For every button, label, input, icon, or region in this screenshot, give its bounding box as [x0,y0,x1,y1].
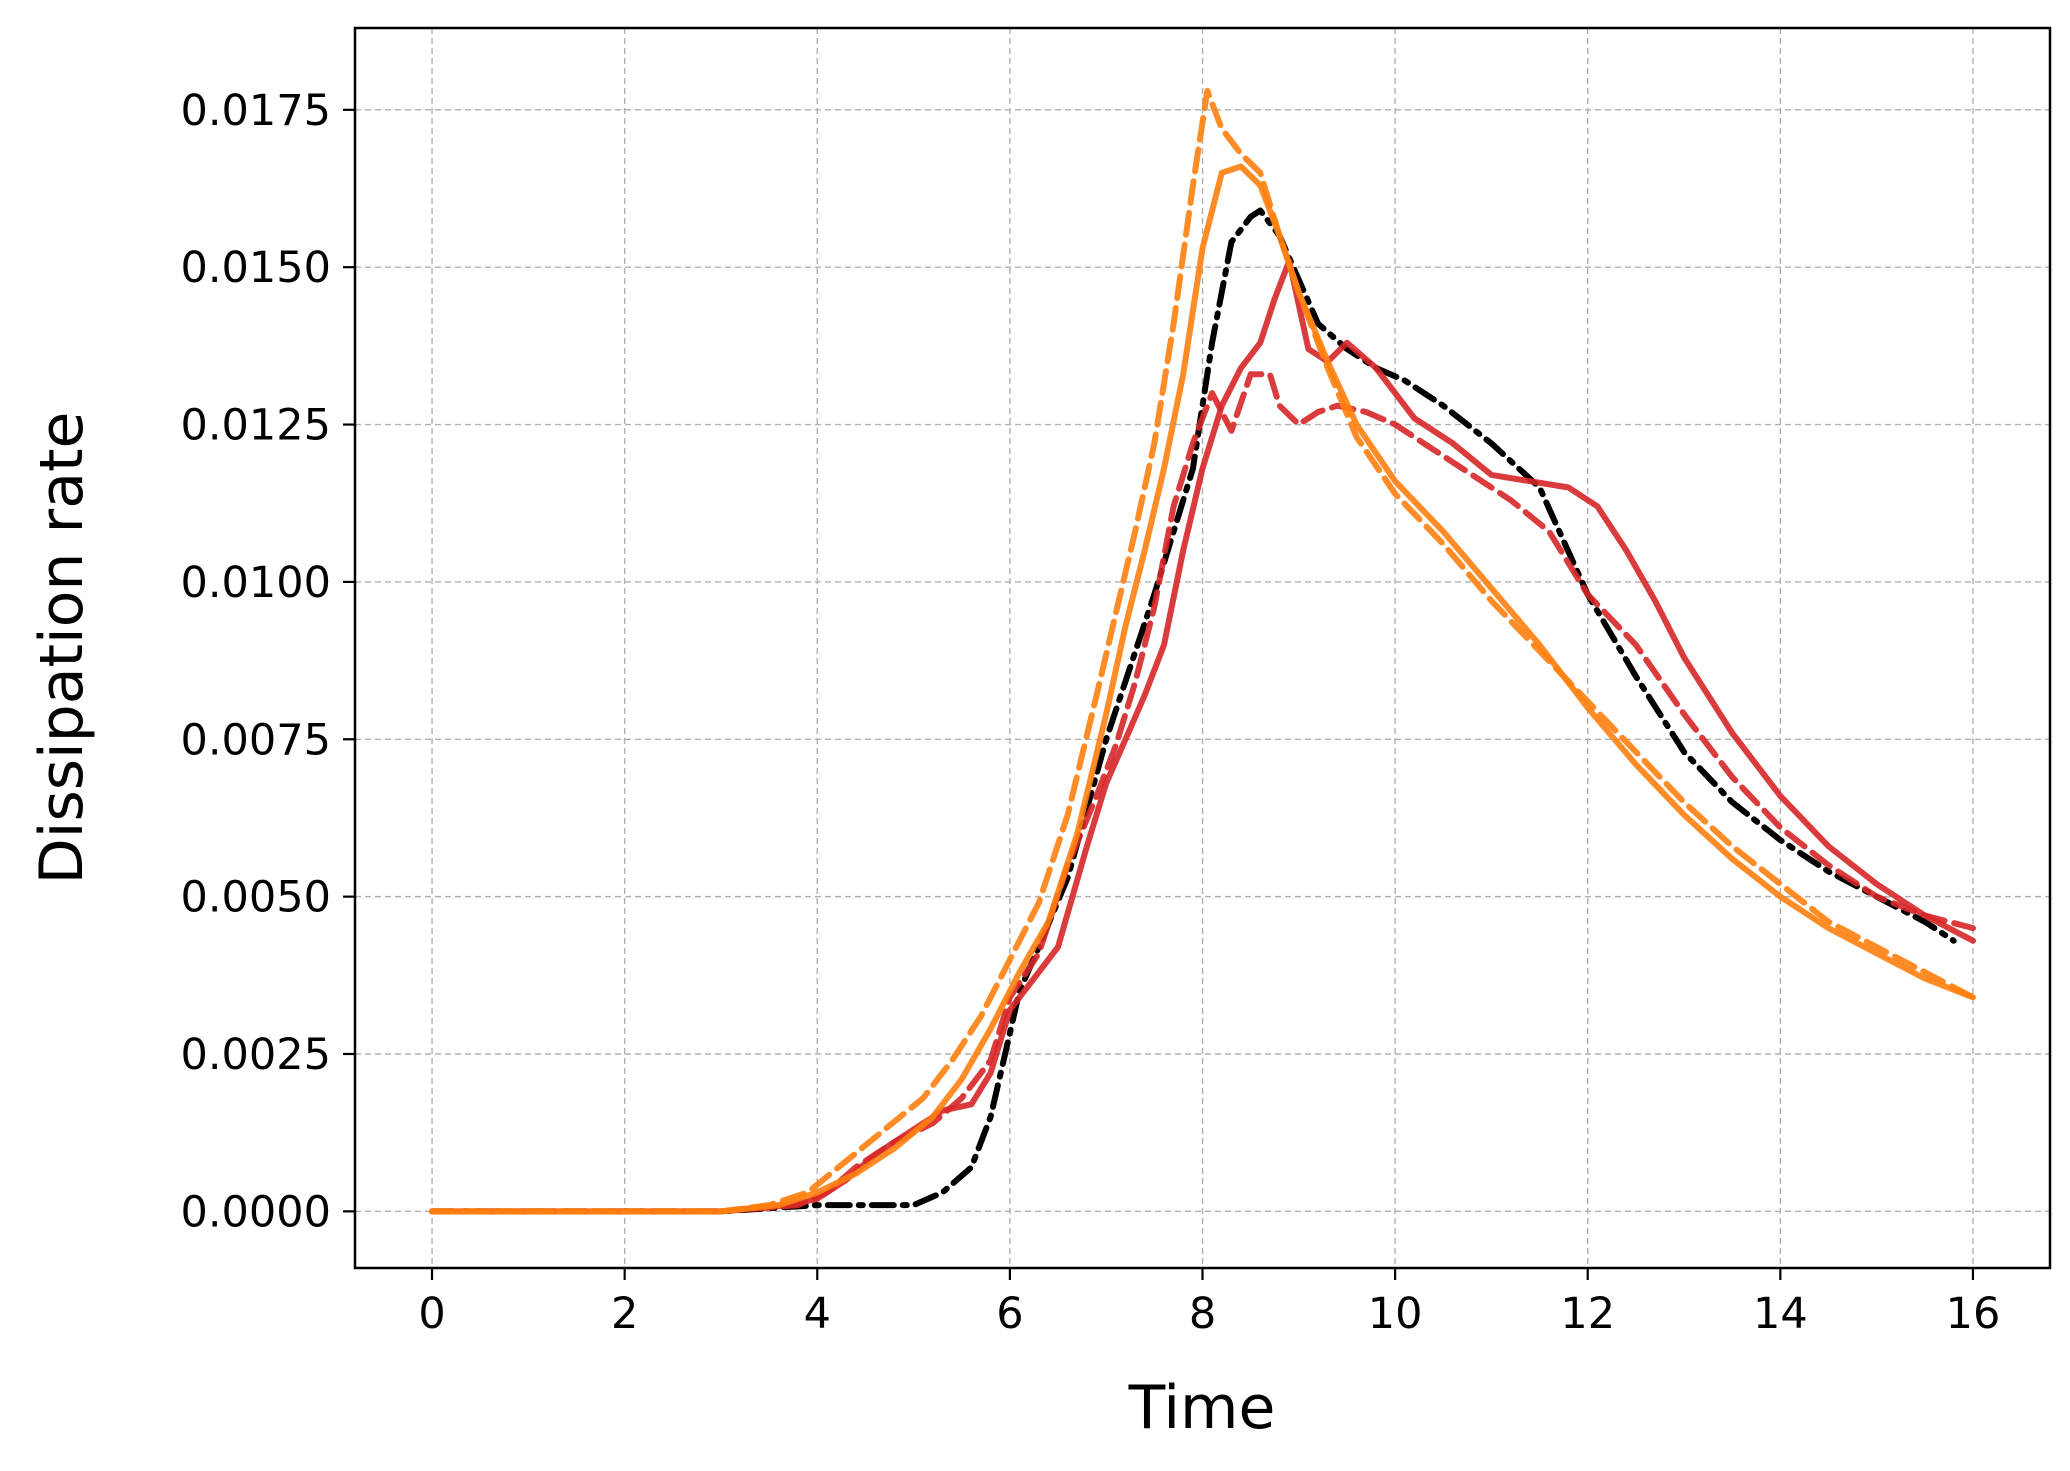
y-tick-label: 0.0000 [181,1187,331,1237]
series-line-5 [429,87,1976,1215]
y-axis-title: Dissipation rate [27,412,97,885]
y-tick-label: 0.0025 [181,1030,331,1080]
x-tick-label: 12 [1560,1289,1615,1339]
y-axis-ticks: 0.0000 0.0025 0.0050 0.0075 0.0100 0.0125 0.01… [181,86,355,1237]
y-tick-label: 0.0125 [181,401,331,451]
x-tick-label: 16 [1946,1289,2001,1339]
x-tick-label: 10 [1368,1289,1423,1339]
y-tick-label: 0.0175 [181,86,331,136]
x-tick-label: 6 [996,1289,1023,1339]
x-tick-label: 0 [418,1289,445,1339]
grid [355,28,2050,1268]
x-axis-ticks: 0 2 4 6 8 10 12 14 16 [418,1268,2000,1339]
series-line-4 [429,163,1976,1215]
series-line-3 [429,371,1976,1215]
series-line-1 [429,207,1957,1215]
x-axis-title: Time [1128,1373,1276,1443]
series-group [429,87,1976,1215]
x-tick-label: 2 [611,1289,638,1339]
x-tick-label: 8 [1189,1289,1216,1339]
x-tick-label: 4 [804,1289,831,1339]
y-tick-label: 0.0100 [181,558,331,608]
y-tick-label: 0.0050 [181,873,331,923]
x-tick-label: 14 [1753,1289,1808,1339]
y-tick-label: 0.0150 [181,243,331,293]
y-tick-label: 0.0075 [181,715,331,765]
